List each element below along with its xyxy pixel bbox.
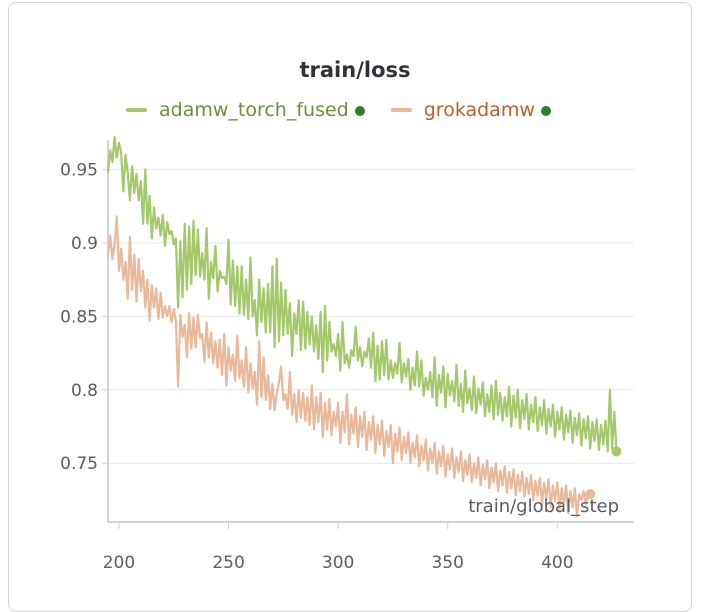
y-tick-label: 0.8 [71, 381, 98, 401]
legend-status-dot-icon [354, 106, 365, 116]
legend-swatch-adamw-torch-fused [126, 108, 147, 112]
legend-item-grokadamw[interactable]: grokadamw [390, 99, 551, 121]
series-line-grokadamw[interactable] [106, 215, 591, 518]
x-tick-label: 350 [431, 553, 463, 573]
legend-label-adamw-torch-fused: adamw_torch_fused [159, 99, 349, 121]
legend-swatch-grokadamw [390, 108, 412, 112]
chart-axes: 0.75 0.8 0.85 0.9 0.95 200 250 300 350 400 [60, 140, 634, 573]
x-axis-label: train/global_step [468, 496, 619, 517]
legend-status-dot-icon [540, 106, 551, 116]
series-end-marker [611, 446, 622, 457]
chart-series-lines [106, 136, 622, 518]
series-end-marker [585, 489, 596, 500]
x-tick-label: 200 [103, 553, 135, 573]
y-tick-label: 0.85 [60, 307, 98, 327]
x-tick-label: 400 [541, 553, 573, 573]
x-tick-label: 300 [322, 553, 354, 573]
legend-label-grokadamw: grokadamw [423, 99, 535, 121]
chart-legend: adamw_torch_fused grokadamw [126, 97, 577, 123]
chart-plot-area: 0.75 0.8 0.85 0.9 0.95 200 250 300 350 400 train/… [60, 136, 634, 573]
x-tick-label: 250 [212, 553, 244, 573]
y-tick-label: 0.9 [71, 234, 98, 254]
chart-title: train/loss [299, 58, 411, 82]
y-tick-label: 0.95 [60, 160, 98, 180]
legend-item-adamw-torch-fused[interactable]: adamw_torch_fused [126, 99, 365, 121]
y-tick-label: 0.75 [60, 454, 98, 474]
chart-grid [108, 168, 634, 464]
series-line-adamw-torch-fused[interactable] [106, 136, 618, 453]
